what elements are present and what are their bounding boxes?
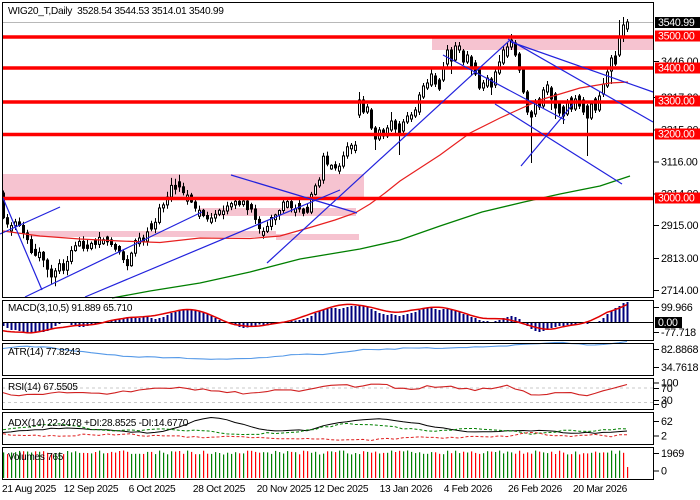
svg-text:30: 30 xyxy=(661,395,673,407)
svg-text:26 Feb 2026: 26 Feb 2026 xyxy=(508,484,563,495)
svg-text:6 Oct 2025: 6 Oct 2025 xyxy=(129,484,176,495)
svg-text:3200.00: 3200.00 xyxy=(658,129,695,141)
svg-text:3540.99: 3540.99 xyxy=(658,17,695,29)
svg-text:2915.00: 2915.00 xyxy=(661,220,699,232)
svg-text:ATR(14) 77.8243: ATR(14) 77.8243 xyxy=(8,347,81,358)
svg-text:13 Jan 2026: 13 Jan 2026 xyxy=(380,484,433,495)
svg-text:RSI(14) 67.5505: RSI(14) 67.5505 xyxy=(8,382,78,393)
svg-text:3116.00: 3116.00 xyxy=(661,157,698,169)
svg-text:ADX(14) 22.2478 +DI:28.8525 -D: ADX(14) 22.2478 +DI:28.8525 -DI:14.6770 xyxy=(8,418,189,429)
svg-text:2714.00: 2714.00 xyxy=(661,285,699,297)
svg-text:3300.00: 3300.00 xyxy=(658,96,695,108)
svg-text:28 Oct 2025: 28 Oct 2025 xyxy=(193,484,246,495)
svg-text:34.7618: 34.7618 xyxy=(661,362,699,374)
svg-text:1969: 1969 xyxy=(661,448,684,460)
svg-text:0: 0 xyxy=(661,399,667,411)
svg-text:Volumes 765: Volumes 765 xyxy=(8,452,64,463)
svg-text:MACD(3,10,5) 91.889 65.710: MACD(3,10,5) 91.889 65.710 xyxy=(8,303,133,314)
svg-text:0.00: 0.00 xyxy=(658,317,678,329)
svg-text:20 Mar 2026: 20 Mar 2026 xyxy=(573,484,628,495)
svg-text:20 Nov 2025: 20 Nov 2025 xyxy=(257,484,312,495)
svg-text:100: 100 xyxy=(661,378,679,390)
svg-text:99.966: 99.966 xyxy=(661,302,693,314)
svg-text:3400.00: 3400.00 xyxy=(658,63,695,75)
svg-text:12 Dec 2025: 12 Dec 2025 xyxy=(314,484,369,495)
svg-text:2813.00: 2813.00 xyxy=(661,253,699,265)
svg-text:62: 62 xyxy=(661,416,673,428)
svg-text:WIG20_T,Daily 3528.54 3544.53: WIG20_T,Daily 3528.54 3544.53 3514.01 35… xyxy=(8,6,224,17)
svg-text:0: 0 xyxy=(661,466,667,478)
svg-text:3500.00: 3500.00 xyxy=(658,31,695,43)
svg-text:21 Aug 2025: 21 Aug 2025 xyxy=(2,484,57,495)
svg-text:-77.718: -77.718 xyxy=(661,327,696,339)
svg-text:2: 2 xyxy=(661,431,667,443)
svg-text:12 Sep 2025: 12 Sep 2025 xyxy=(64,484,119,495)
svg-text:3000.00: 3000.00 xyxy=(658,193,695,205)
svg-text:82.8868: 82.8868 xyxy=(661,344,699,356)
svg-text:70: 70 xyxy=(661,383,673,395)
svg-text:4 Feb 2026: 4 Feb 2026 xyxy=(444,484,493,495)
